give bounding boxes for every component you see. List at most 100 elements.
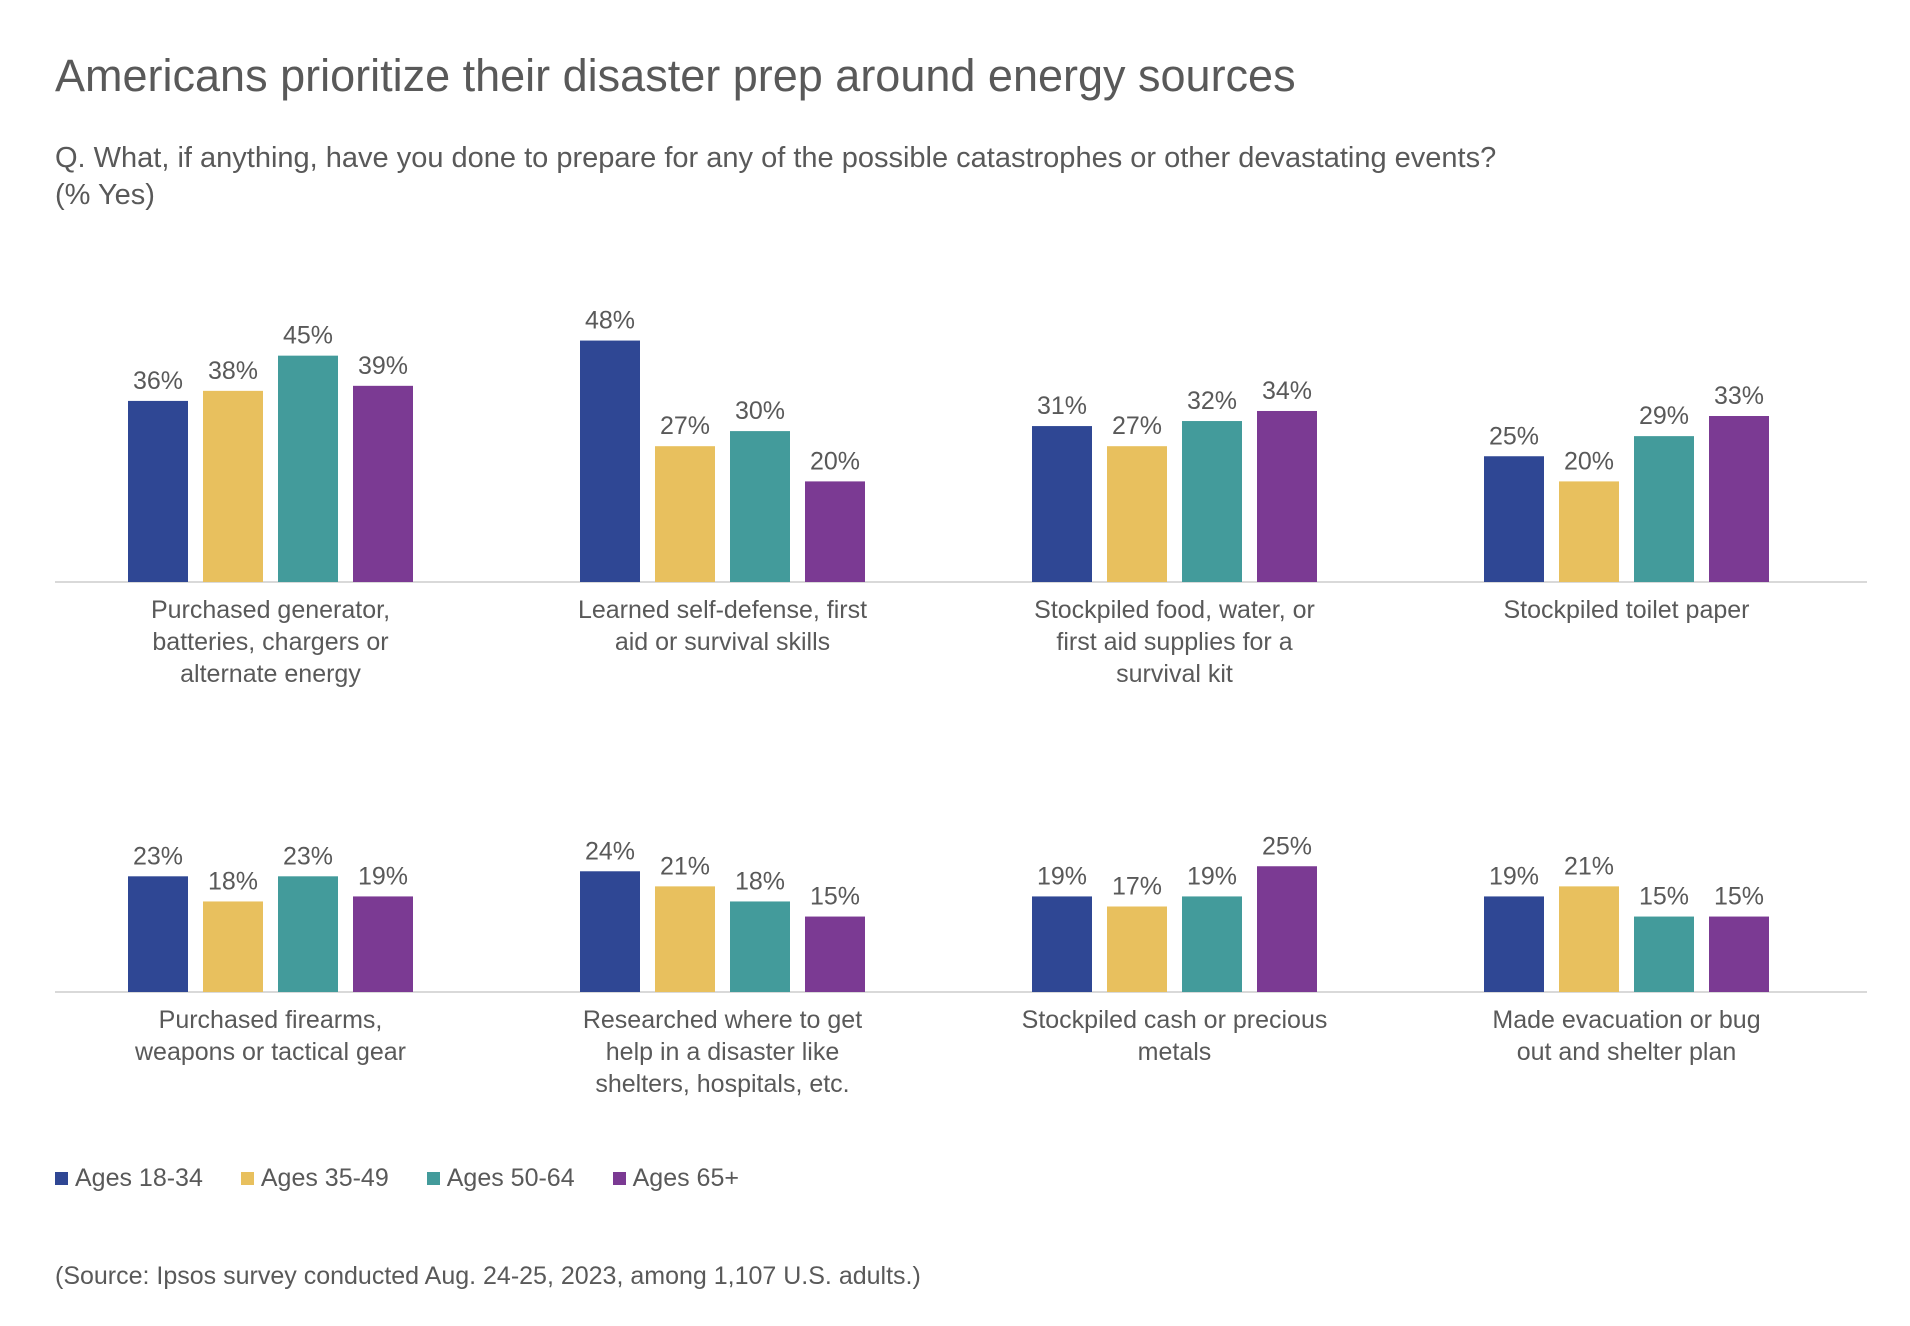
category-label: Stockpiled food, water, or bbox=[1034, 596, 1315, 624]
bar bbox=[1182, 421, 1242, 582]
data-label: 20% bbox=[1564, 447, 1614, 475]
category-label: Stockpiled cash or precious bbox=[1022, 1006, 1328, 1034]
bar bbox=[353, 385, 413, 582]
data-label: 21% bbox=[660, 852, 710, 880]
bar bbox=[580, 340, 640, 582]
bar bbox=[1182, 896, 1242, 992]
subtitle-question: Q. What, if anything, have you done to p… bbox=[55, 142, 1497, 174]
data-label: 45% bbox=[283, 322, 333, 350]
data-label: 18% bbox=[735, 867, 785, 895]
bar bbox=[128, 400, 188, 582]
data-label: 25% bbox=[1262, 832, 1312, 860]
bar bbox=[1709, 916, 1769, 992]
category-label: first aid supplies for a bbox=[1056, 628, 1292, 656]
data-label: 34% bbox=[1262, 377, 1312, 405]
category-label: Made evacuation or bug bbox=[1492, 1006, 1760, 1034]
data-label: 32% bbox=[1187, 387, 1237, 415]
legend-label: Ages 50-64 bbox=[446, 1164, 575, 1192]
legend-item: Ages 35-49 bbox=[240, 1164, 389, 1193]
legend-item: Ages 65+ bbox=[612, 1164, 739, 1193]
category-label: help in a disaster like bbox=[606, 1038, 839, 1066]
legend-label: Ages 65+ bbox=[632, 1164, 739, 1192]
data-label: 21% bbox=[1564, 852, 1614, 880]
bar bbox=[1634, 436, 1694, 582]
chart-subtitle: Q. What, if anything, have you done to p… bbox=[55, 140, 1855, 214]
bar bbox=[203, 901, 263, 992]
data-label: 15% bbox=[1639, 883, 1689, 911]
legend-label: Ages 35-49 bbox=[260, 1164, 389, 1192]
category-label: Purchased firearms, bbox=[159, 1006, 383, 1034]
data-label: 15% bbox=[1714, 883, 1764, 911]
category-label: out and shelter plan bbox=[1517, 1038, 1737, 1066]
category-label: shelters, hospitals, etc. bbox=[595, 1070, 849, 1098]
data-label: 27% bbox=[1112, 412, 1162, 440]
data-label: 25% bbox=[1489, 422, 1539, 450]
bar bbox=[1032, 426, 1092, 582]
data-label: 19% bbox=[358, 862, 408, 890]
category-label: Learned self-defense, first bbox=[578, 596, 867, 624]
bar bbox=[1559, 481, 1619, 582]
data-label: 29% bbox=[1639, 402, 1689, 430]
bar bbox=[655, 446, 715, 582]
data-label: 39% bbox=[358, 352, 408, 380]
category-label: aid or survival skills bbox=[615, 628, 830, 656]
category-label: Researched where to get bbox=[583, 1006, 862, 1034]
legend-swatch bbox=[240, 1172, 254, 1185]
bar bbox=[1107, 446, 1167, 582]
category-label: alternate energy bbox=[180, 660, 361, 688]
legend: Ages 18-34 Ages 35-49 Ages 50-64 Ages 65… bbox=[55, 1164, 777, 1193]
bar bbox=[353, 896, 413, 992]
legend-swatch bbox=[612, 1172, 626, 1185]
source-note: (Source: Ipsos survey conducted Aug. 24-… bbox=[55, 1262, 921, 1290]
data-label: 33% bbox=[1714, 382, 1764, 410]
bar bbox=[278, 355, 338, 582]
data-label: 20% bbox=[810, 447, 860, 475]
data-label: 23% bbox=[133, 842, 183, 870]
chart-title: Americans prioritize their disaster prep… bbox=[55, 50, 1296, 101]
bar bbox=[1559, 886, 1619, 992]
data-label: 30% bbox=[735, 397, 785, 425]
category-label: survival kit bbox=[1116, 660, 1233, 688]
data-label: 15% bbox=[810, 883, 860, 911]
data-label: 48% bbox=[585, 307, 635, 335]
data-label: 19% bbox=[1037, 862, 1087, 890]
legend-item: Ages 18-34 bbox=[55, 1164, 203, 1193]
data-label: 36% bbox=[133, 367, 183, 395]
legend-item: Ages 50-64 bbox=[426, 1164, 575, 1193]
category-label: Purchased generator, bbox=[151, 596, 390, 624]
bar bbox=[805, 481, 865, 582]
bar bbox=[1634, 916, 1694, 992]
bar bbox=[730, 431, 790, 582]
data-label: 31% bbox=[1037, 392, 1087, 420]
bar bbox=[730, 901, 790, 992]
data-label: 19% bbox=[1187, 862, 1237, 890]
bar bbox=[580, 871, 640, 992]
category-label: weapons or tactical gear bbox=[134, 1038, 406, 1066]
data-label: 18% bbox=[208, 867, 258, 895]
bar bbox=[1484, 896, 1544, 992]
bar bbox=[1484, 456, 1544, 582]
bar bbox=[655, 886, 715, 992]
legend-swatch bbox=[426, 1172, 440, 1185]
bar bbox=[1709, 416, 1769, 582]
bar bbox=[1032, 896, 1092, 992]
data-label: 19% bbox=[1489, 862, 1539, 890]
bar bbox=[1257, 866, 1317, 992]
category-label: Stockpiled toilet paper bbox=[1504, 596, 1750, 624]
bar bbox=[805, 916, 865, 992]
bar bbox=[203, 390, 263, 582]
data-label: 23% bbox=[283, 842, 333, 870]
bar bbox=[278, 876, 338, 992]
legend-label: Ages 18-34 bbox=[75, 1164, 203, 1192]
bar bbox=[128, 876, 188, 992]
bar bbox=[1257, 410, 1317, 582]
data-label: 27% bbox=[660, 412, 710, 440]
data-label: 24% bbox=[585, 837, 635, 865]
category-label: batteries, chargers or bbox=[152, 628, 388, 656]
subtitle-unit: (% Yes) bbox=[55, 179, 155, 211]
data-label: 17% bbox=[1112, 872, 1162, 900]
category-label: metals bbox=[1138, 1038, 1212, 1066]
bar bbox=[1107, 906, 1167, 992]
data-label: 38% bbox=[208, 357, 258, 385]
